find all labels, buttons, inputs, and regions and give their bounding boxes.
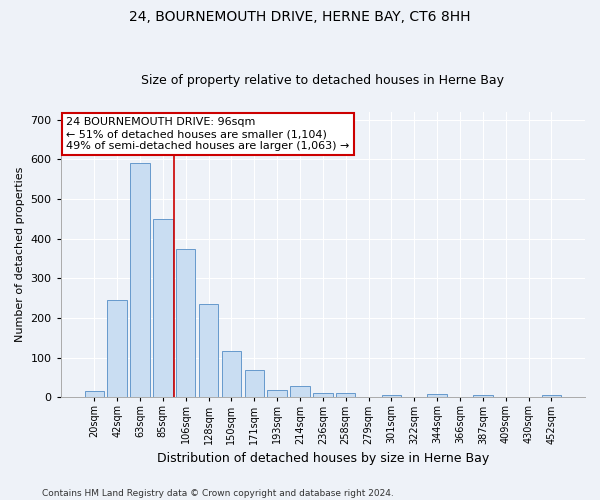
- Bar: [85, 392, 104, 398]
- Text: 24, BOURNEMOUTH DRIVE, HERNE BAY, CT6 8HH: 24, BOURNEMOUTH DRIVE, HERNE BAY, CT6 8H…: [129, 10, 471, 24]
- Bar: [473, 395, 493, 398]
- Y-axis label: Number of detached properties: Number of detached properties: [15, 167, 25, 342]
- Title: Size of property relative to detached houses in Herne Bay: Size of property relative to detached ho…: [142, 74, 505, 87]
- Bar: [199, 304, 218, 398]
- Bar: [542, 396, 561, 398]
- Bar: [268, 390, 287, 398]
- Bar: [336, 394, 355, 398]
- Text: Contains HM Land Registry data © Crown copyright and database right 2024.: Contains HM Land Registry data © Crown c…: [42, 488, 394, 498]
- Bar: [382, 394, 401, 398]
- Bar: [245, 370, 264, 398]
- Bar: [107, 300, 127, 398]
- Bar: [290, 386, 310, 398]
- Bar: [176, 248, 196, 398]
- Bar: [313, 394, 332, 398]
- Bar: [427, 394, 447, 398]
- Text: 24 BOURNEMOUTH DRIVE: 96sqm
← 51% of detached houses are smaller (1,104)
49% of : 24 BOURNEMOUTH DRIVE: 96sqm ← 51% of det…: [66, 118, 349, 150]
- Bar: [221, 350, 241, 398]
- X-axis label: Distribution of detached houses by size in Herne Bay: Distribution of detached houses by size …: [157, 452, 489, 465]
- Bar: [130, 164, 149, 398]
- Bar: [153, 219, 173, 398]
